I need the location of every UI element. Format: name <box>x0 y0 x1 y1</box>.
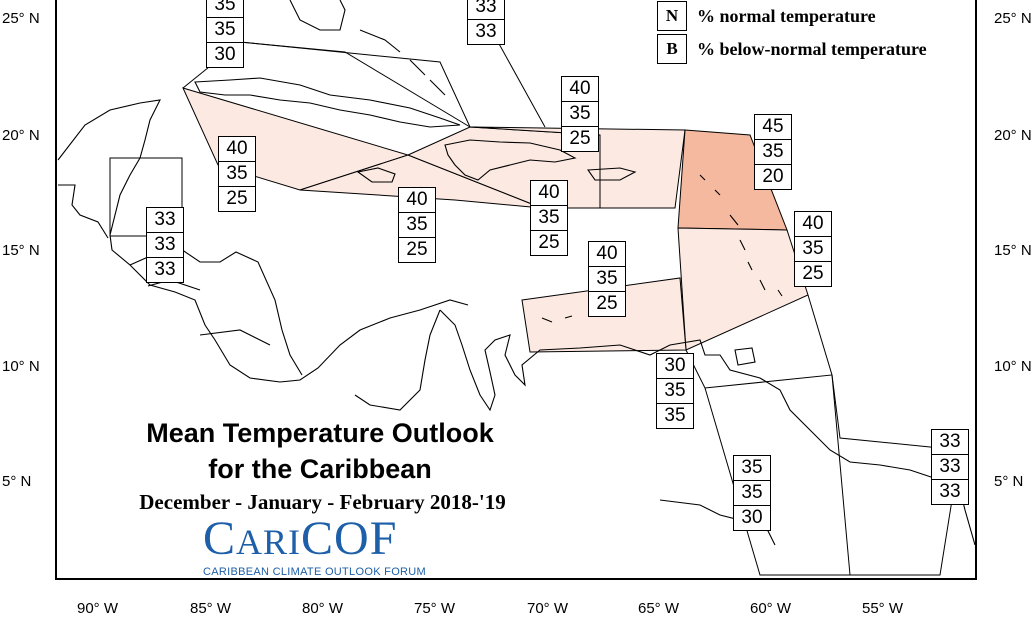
prob-value: 35 <box>562 102 598 127</box>
prob-value: 35 <box>207 18 243 43</box>
legend-normal-text: % normal temperature <box>697 5 876 26</box>
region-windward-islands: 40 35 25 <box>794 211 832 287</box>
prob-value: 35 <box>589 267 625 292</box>
lat-label-20n: 20° N <box>2 127 40 144</box>
region-boundaries-2 <box>239 41 471 128</box>
prob-value: 33 <box>475 21 497 42</box>
legend-normal-key: N <box>657 1 687 31</box>
prob-value: 33 <box>939 481 961 502</box>
prob-value: 25 <box>802 263 824 284</box>
region-hispaniola: 40 35 25 <box>530 180 568 256</box>
region-boundaries-5 <box>831 374 961 451</box>
prob-value: 33 <box>468 0 504 20</box>
prob-value: 20 <box>762 166 784 187</box>
prob-value: 25 <box>226 188 248 209</box>
lon-label-70w: 70° W <box>527 600 569 617</box>
prob-value: 35 <box>734 456 770 481</box>
lon-label-85w: 85° W <box>190 600 232 617</box>
lon-label-65w: 65° W <box>638 600 680 617</box>
prob-value: 35 <box>207 0 243 18</box>
map-title-line1: Mean Temperature Outlook <box>146 418 494 448</box>
region-puerto-rico: 40 35 25 <box>561 76 599 152</box>
region-jamaica: 40 35 25 <box>398 187 436 263</box>
lon-label-90w: 90° W <box>77 600 119 617</box>
region-turks-caicos: 33 33 <box>467 0 505 45</box>
prob-value: 40 <box>795 212 831 237</box>
prob-value: 33 <box>932 430 968 455</box>
prob-value: 33 <box>147 208 183 233</box>
prob-value: 25 <box>569 128 591 149</box>
prob-value: 25 <box>406 239 428 260</box>
legend-below-text: % below-normal temperature <box>697 38 927 59</box>
lon-label-75w: 75° W <box>414 600 456 617</box>
prob-value: 25 <box>596 293 618 314</box>
prob-value: 33 <box>154 259 176 280</box>
lat-label-25n: 25° N <box>2 10 40 27</box>
map-title-line2: for the Caribbean <box>208 454 432 484</box>
lat-label-15n: 15° N <box>2 242 40 259</box>
lat-label-10n-right: 10° N <box>994 358 1032 375</box>
prob-value: 25 <box>538 232 560 253</box>
region-french-guiana: 33 33 33 <box>931 429 969 505</box>
lat-label-5n-right: 5° N <box>994 473 1024 490</box>
legend-below-key: B <box>657 34 687 64</box>
prob-value: 45 <box>755 115 791 140</box>
lat-label-15n-right: 15° N <box>994 242 1032 259</box>
legend-normal: N % normal temperature <box>657 0 876 32</box>
region-trinidad: 30 35 35 <box>656 353 694 429</box>
prob-value: 35 <box>399 213 435 238</box>
lon-label-55w: 55° W <box>862 600 904 617</box>
region-leeward-islands: 45 35 20 <box>754 114 792 190</box>
lon-label-60w: 60° W <box>750 600 792 617</box>
prob-value: 35 <box>795 237 831 262</box>
region-boundaries-3 <box>497 41 546 128</box>
prob-value: 30 <box>657 354 693 379</box>
lat-label-20n-right: 20° N <box>994 127 1032 144</box>
lat-label-10n: 10° N <box>2 358 40 375</box>
region-abc-islands: 40 35 25 <box>588 241 626 317</box>
caricof-logo-subtitle: CARIBBEAN CLIMATE OUTLOOK FORUM <box>203 566 427 578</box>
prob-value: 30 <box>741 507 763 528</box>
legend-below: B % below-normal temperature <box>657 33 927 65</box>
prob-value: 35 <box>664 405 686 426</box>
lon-label-80w: 80° W <box>302 600 344 617</box>
prob-value: 33 <box>147 233 183 258</box>
coastlines <box>57 0 976 546</box>
prob-value: 40 <box>399 188 435 213</box>
caricof-logo-wordmark: CARICOF <box>203 512 398 565</box>
prob-value: 40 <box>589 242 625 267</box>
map-frame <box>55 0 977 580</box>
prob-value: 30 <box>214 44 236 65</box>
caricof-logo: CARICOF CARIBBEAN CLIMATE OUTLOOK FORUM <box>203 512 427 579</box>
region-boundaries-6 <box>704 374 851 576</box>
lat-label-5n: 5° N <box>2 473 32 490</box>
map-period: December - January - February 2018-'19 <box>139 490 506 514</box>
lat-label-25n-right: 25° N <box>994 10 1032 27</box>
region-boundaries-4 <box>685 294 833 389</box>
prob-value: 35 <box>657 379 693 404</box>
prob-value: 35 <box>219 162 255 187</box>
region-guyana: 35 35 30 <box>733 455 771 531</box>
prob-value: 40 <box>219 137 255 162</box>
region-cayman: 40 35 25 <box>218 136 256 212</box>
prob-value: 35 <box>734 481 770 506</box>
prob-value: 35 <box>531 206 567 231</box>
prob-value: 40 <box>562 77 598 102</box>
region-bahamas-north: 35 35 30 <box>206 0 244 68</box>
prob-value: 40 <box>531 181 567 206</box>
region-belize: 33 33 33 <box>146 207 184 283</box>
prob-value: 33 <box>932 455 968 480</box>
prob-value: 35 <box>755 140 791 165</box>
